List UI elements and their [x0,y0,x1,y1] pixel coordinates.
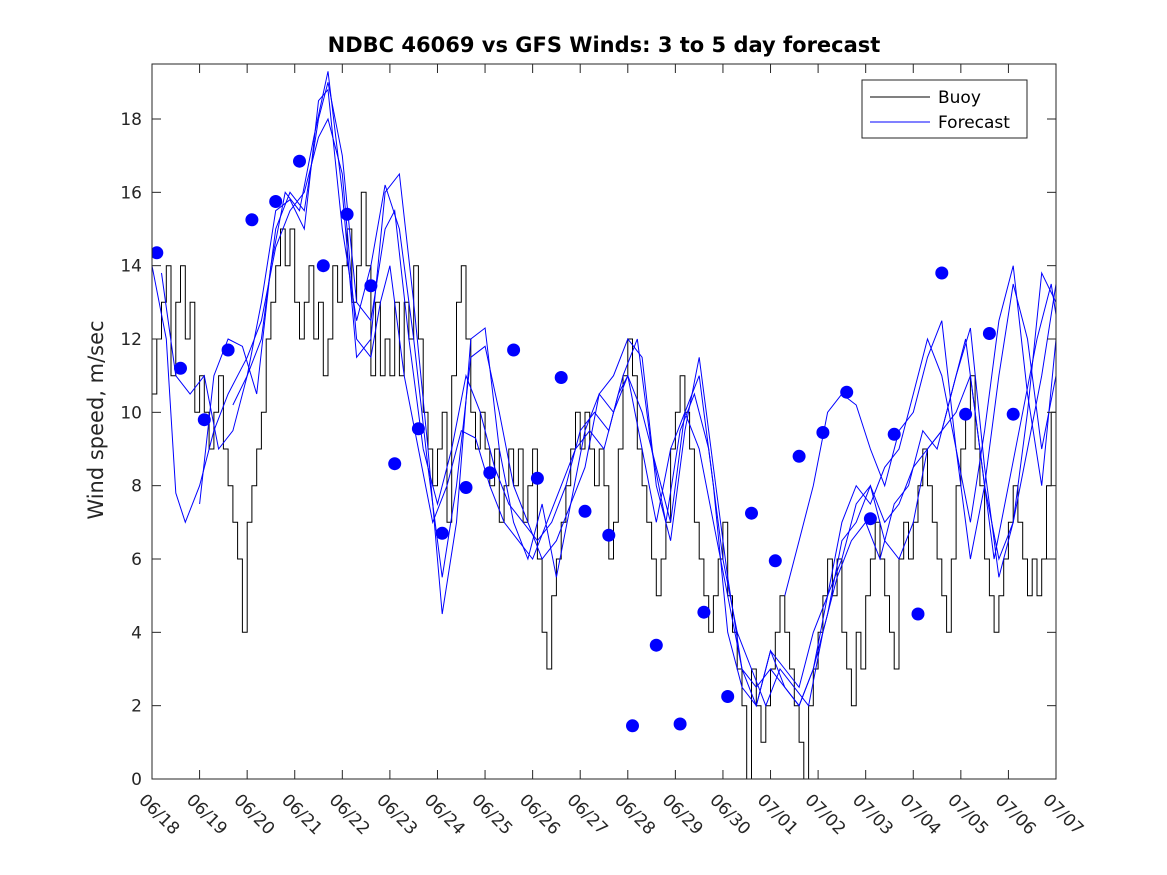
y-tick-label: 10 [120,403,142,423]
legend-forecast-label: Forecast [938,113,1010,133]
forecast-marker-19 [578,504,592,518]
legend-buoy-label: Buoy [938,88,981,108]
y-tick-label: 2 [131,697,142,717]
legend-box [861,79,1028,139]
y-tick-label: 0 [131,770,142,790]
chart-title: NDBC 46069 vs GFS Winds: 3 to 5 day fore… [328,33,881,57]
forecast-marker-10 [364,279,378,293]
forecast-marker-5 [245,213,259,227]
forecast-marker-13 [435,526,449,540]
y-tick-label: 14 [120,257,142,277]
forecast-marker-18 [554,371,568,384]
y-tick-label: 8 [131,477,142,497]
buoy-series-line [152,191,1056,779]
forecast-marker-25 [721,690,735,703]
forecast-marker-17 [530,471,544,485]
forecast-marker-35 [959,407,973,421]
forecast-marker-20 [602,528,616,542]
forecast-marker-37 [1006,407,1020,421]
forecast-marker-26 [745,506,758,520]
forecast-marker-3 [197,413,211,427]
forecast-marker-12 [411,422,425,436]
forecast-marker-33 [911,607,925,621]
forecast-marker-2 [174,361,187,375]
forecast-marker-28 [792,449,806,463]
forecast-marker-14 [459,481,473,494]
forecast-marker-31 [863,512,877,526]
forecast-marker-1 [152,246,164,260]
forecast-marker-6 [269,195,283,208]
forecast-marker-23 [673,717,687,731]
forecast-marker-24 [697,605,711,619]
forecast-marker-36 [982,327,996,340]
forecast-marker-32 [887,427,901,441]
y-tick-label: 16 [120,183,142,203]
forecast-marker-11 [388,457,402,471]
forecast-series-line-4 [232,88,1056,707]
forecast-marker-27 [768,554,782,568]
forecast-marker-16 [507,343,521,357]
forecast-marker-34 [935,266,949,280]
y-axis-label: Wind speed, m/sec [84,320,108,519]
forecast-marker-22 [649,638,663,652]
legend: Buoy Forecast [861,79,1028,139]
y-tick-label: 18 [120,110,142,130]
forecast-marker-7 [293,154,306,168]
forecast-marker-4 [221,343,235,357]
forecast-marker-9 [340,207,354,221]
axes-box [151,63,1057,780]
forecast-marker-15 [483,466,497,480]
y-tick-label: 6 [131,550,142,570]
forecast-marker-21 [626,719,639,733]
y-tick-label: 12 [120,330,142,350]
plot-area [152,71,1056,779]
forecast-series-line-5 [784,265,1056,596]
forecast-marker-8 [316,259,330,273]
forecast-marker-30 [840,385,854,399]
forecast-marker-29 [816,426,830,439]
y-tick-label: 4 [131,623,142,643]
